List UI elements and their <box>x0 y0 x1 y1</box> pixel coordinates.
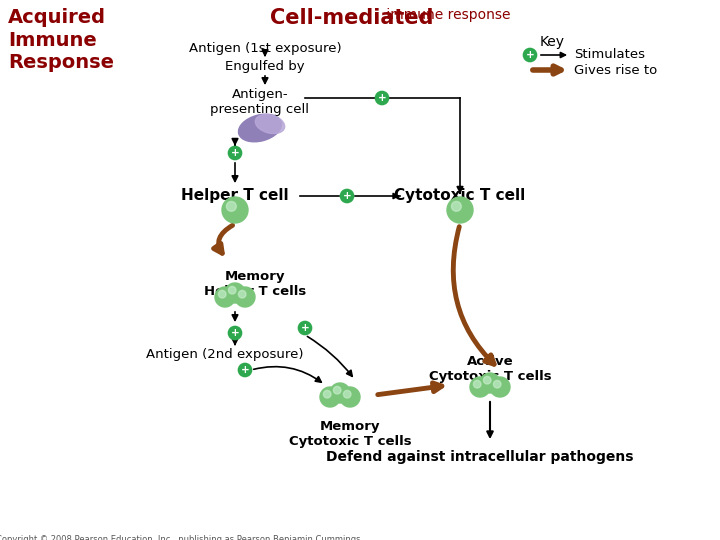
Text: Cell-mediated: Cell-mediated <box>270 8 433 28</box>
Circle shape <box>228 146 241 159</box>
Text: Key: Key <box>540 35 565 49</box>
Circle shape <box>238 291 246 298</box>
Circle shape <box>320 387 340 407</box>
Circle shape <box>218 291 226 298</box>
Circle shape <box>470 377 490 397</box>
Circle shape <box>222 197 248 223</box>
Circle shape <box>225 283 245 303</box>
Circle shape <box>451 201 462 211</box>
Circle shape <box>323 390 331 398</box>
Text: Memory
Cytotoxic T cells: Memory Cytotoxic T cells <box>289 420 411 448</box>
Circle shape <box>340 387 360 407</box>
Circle shape <box>228 327 241 340</box>
Text: Helper T cell: Helper T cell <box>181 188 289 203</box>
Circle shape <box>376 91 389 105</box>
Text: +: + <box>240 365 249 375</box>
Text: Cytotoxic T cell: Cytotoxic T cell <box>395 188 526 203</box>
Text: Engulfed by: Engulfed by <box>225 60 305 73</box>
Text: Antigen (2nd exposure): Antigen (2nd exposure) <box>146 348 304 361</box>
Text: Memory
Helper T cells: Memory Helper T cells <box>204 270 306 298</box>
Text: Antigen-
presenting cell: Antigen- presenting cell <box>210 88 310 116</box>
Text: Acquired
Immune
Response: Acquired Immune Response <box>8 8 114 72</box>
Text: +: + <box>230 148 239 158</box>
Circle shape <box>493 380 501 388</box>
Circle shape <box>341 190 354 202</box>
Circle shape <box>235 287 255 307</box>
Text: Copyright © 2008 Pearson Education, Inc., publishing as Pearson Benjamin Cumming: Copyright © 2008 Pearson Education, Inc.… <box>0 535 364 540</box>
Circle shape <box>480 373 500 393</box>
Circle shape <box>490 377 510 397</box>
Circle shape <box>474 380 481 388</box>
Circle shape <box>228 286 236 294</box>
Circle shape <box>343 390 351 398</box>
Text: Defend against intracellular pathogens: Defend against intracellular pathogens <box>326 450 634 464</box>
Text: Active
Cytotoxic T cells: Active Cytotoxic T cells <box>428 355 552 383</box>
Circle shape <box>215 287 235 307</box>
Circle shape <box>333 387 341 394</box>
Text: Gives rise to: Gives rise to <box>574 64 657 77</box>
Circle shape <box>447 197 473 223</box>
Ellipse shape <box>238 114 282 142</box>
Text: Stimulates: Stimulates <box>574 49 645 62</box>
Circle shape <box>483 376 491 384</box>
Text: Antigen (1st exposure): Antigen (1st exposure) <box>189 42 341 55</box>
Text: +: + <box>343 191 351 201</box>
Circle shape <box>523 49 536 62</box>
Circle shape <box>238 363 251 376</box>
Circle shape <box>299 321 312 334</box>
Text: +: + <box>301 323 310 333</box>
Text: +: + <box>230 328 239 338</box>
Text: +: + <box>377 93 387 103</box>
Ellipse shape <box>256 114 284 133</box>
Text: immune response: immune response <box>382 8 510 22</box>
Circle shape <box>226 201 236 211</box>
Text: +: + <box>526 50 534 60</box>
Circle shape <box>330 383 350 403</box>
